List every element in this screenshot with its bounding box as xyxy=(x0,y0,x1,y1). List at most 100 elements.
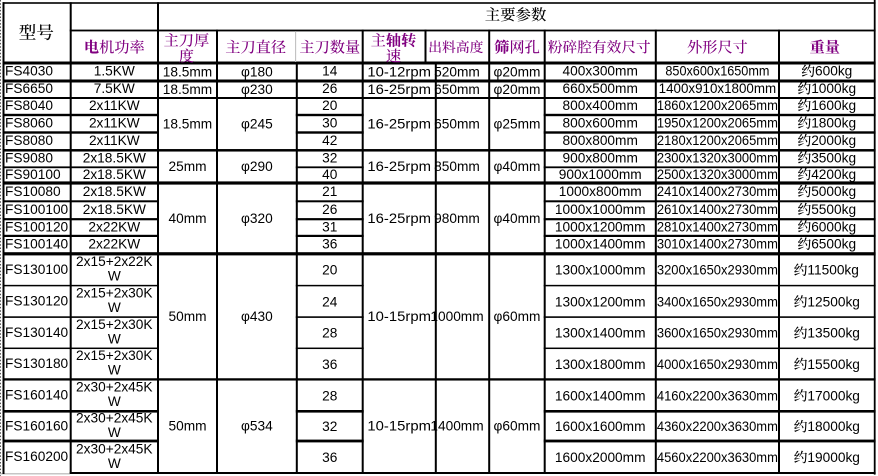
svg-text:3200x1650x2930mm: 3200x1650x2930mm xyxy=(657,263,778,278)
svg-text:2610x1400x2730mm: 2610x1400x2730mm xyxy=(657,202,778,217)
svg-text:FS100120: FS100120 xyxy=(5,219,69,234)
svg-text:10-15rpm: 10-15rpm xyxy=(367,419,431,434)
svg-text:1.5KW: 1.5KW xyxy=(94,64,135,79)
svg-text:3400x1650x2930mm: 3400x1650x2930mm xyxy=(657,294,778,309)
svg-text:2x22KW: 2x22KW xyxy=(88,219,140,234)
svg-text:21: 21 xyxy=(322,184,337,199)
svg-text:6000kg: 6000kg xyxy=(811,219,856,234)
svg-text:1400x910x1800mm: 1400x910x1800mm xyxy=(659,81,777,96)
svg-text:2x22KW: 2x22KW xyxy=(88,237,140,252)
svg-text:2300x1320x3000mm: 2300x1320x3000mm xyxy=(657,151,778,166)
svg-text:1400mm: 1400mm xyxy=(430,419,483,434)
svg-text:φ20mm: φ20mm xyxy=(494,82,541,97)
svg-text:2x11KW: 2x11KW xyxy=(89,116,140,131)
svg-text:2x18.5KW: 2x18.5KW xyxy=(83,151,146,166)
svg-text:FS160140: FS160140 xyxy=(5,388,69,403)
svg-text:φ180: φ180 xyxy=(241,64,273,79)
svg-text:12500kg: 12500kg xyxy=(807,294,860,309)
svg-text:16-25rpm: 16-25rpm xyxy=(367,159,431,174)
svg-text:1000kg: 1000kg xyxy=(811,81,856,96)
svg-text:650mm: 650mm xyxy=(434,117,480,132)
svg-text:4160x2200x3630mm: 4160x2200x3630mm xyxy=(657,388,778,403)
svg-text:18.5mm: 18.5mm xyxy=(163,117,212,132)
svg-text:FS4030: FS4030 xyxy=(5,64,53,79)
svg-text:11500kg: 11500kg xyxy=(807,263,859,278)
svg-text:FS8060: FS8060 xyxy=(5,116,53,131)
svg-text:FS130120: FS130120 xyxy=(5,294,69,309)
svg-text:2x18.5KW: 2x18.5KW xyxy=(83,167,146,182)
svg-text:660x500mm: 660x500mm xyxy=(563,81,638,96)
svg-text:18000kg: 18000kg xyxy=(807,419,860,434)
svg-text:φ230: φ230 xyxy=(241,82,273,97)
svg-text:1600x2000mm: 1600x2000mm xyxy=(555,450,646,465)
svg-text:40mm: 40mm xyxy=(168,211,206,226)
svg-text:2000kg: 2000kg xyxy=(811,133,856,148)
svg-text:36: 36 xyxy=(322,450,338,465)
svg-text:5500kg: 5500kg xyxy=(811,202,856,217)
svg-text:900x800mm: 900x800mm xyxy=(563,151,638,166)
svg-text:16-25rpm: 16-25rpm xyxy=(367,211,431,226)
svg-text:26: 26 xyxy=(322,202,338,217)
svg-text:W: W xyxy=(108,394,121,409)
svg-text:36: 36 xyxy=(322,237,338,252)
svg-text:φ430: φ430 xyxy=(241,309,273,324)
svg-text:4560x2200x3630mm: 4560x2200x3630mm xyxy=(657,450,778,465)
svg-text:FS160160: FS160160 xyxy=(5,418,69,433)
svg-text:800x800mm: 800x800mm xyxy=(563,133,638,148)
svg-text:1600kg: 1600kg xyxy=(811,98,856,113)
svg-text:2x30+2x45K: 2x30+2x45K xyxy=(76,380,152,395)
svg-text:FS10080: FS10080 xyxy=(5,184,61,199)
svg-text:7.5KW: 7.5KW xyxy=(94,81,135,96)
svg-text:31: 31 xyxy=(322,219,337,234)
svg-text:42: 42 xyxy=(322,133,337,148)
svg-text:16-25rpm: 16-25rpm xyxy=(367,82,431,97)
svg-text:36: 36 xyxy=(322,357,338,372)
svg-text:W: W xyxy=(108,332,121,347)
svg-text:19000kg: 19000kg xyxy=(807,450,860,465)
svg-text:30: 30 xyxy=(322,116,338,131)
svg-text:1000x1200mm: 1000x1200mm xyxy=(555,219,646,234)
svg-text:φ60mm: φ60mm xyxy=(494,309,541,324)
svg-text:28: 28 xyxy=(322,326,338,341)
svg-text:1000x1000mm: 1000x1000mm xyxy=(555,202,646,217)
svg-text:1300x1400mm: 1300x1400mm xyxy=(555,326,646,341)
svg-text:φ534: φ534 xyxy=(241,419,273,434)
svg-text:FS9080: FS9080 xyxy=(5,151,53,166)
svg-text:2x18.5KW: 2x18.5KW xyxy=(83,202,146,217)
svg-text:1950x1200x2065mm: 1950x1200x2065mm xyxy=(657,116,778,131)
svg-text:800x400mm: 800x400mm xyxy=(563,98,638,113)
svg-text:2810x1400x2730mm: 2810x1400x2730mm xyxy=(657,219,778,234)
svg-text:20: 20 xyxy=(322,98,338,113)
svg-text:17000kg: 17000kg xyxy=(807,388,860,403)
svg-text:520mm: 520mm xyxy=(434,64,480,79)
svg-text:600kg: 600kg xyxy=(815,64,852,79)
svg-text:2x30+2x45K: 2x30+2x45K xyxy=(76,441,152,456)
svg-text:2x30+2x45K: 2x30+2x45K xyxy=(76,411,152,426)
svg-text:13500kg: 13500kg xyxy=(807,326,860,341)
svg-text:2x11KW: 2x11KW xyxy=(89,98,140,113)
svg-text:28: 28 xyxy=(322,388,338,403)
svg-text:2180x1200x2065mm: 2180x1200x2065mm xyxy=(657,133,778,148)
svg-text:980mm: 980mm xyxy=(434,211,480,226)
svg-text:2x15+2x30K: 2x15+2x30K xyxy=(76,348,152,363)
svg-text:FS160200: FS160200 xyxy=(5,449,69,464)
svg-text:FS130180: FS130180 xyxy=(5,356,69,371)
svg-text:FS8080: FS8080 xyxy=(5,133,53,148)
svg-text:φ25mm: φ25mm xyxy=(494,117,541,132)
svg-text:10-15rpm: 10-15rpm xyxy=(367,309,431,324)
svg-text:FS130100: FS130100 xyxy=(5,262,69,277)
svg-text:900x1000mm: 900x1000mm xyxy=(559,167,642,182)
svg-text:W: W xyxy=(108,456,121,471)
svg-text:4360x2200x3630mm: 4360x2200x3630mm xyxy=(657,419,778,434)
svg-text:26: 26 xyxy=(322,81,338,96)
svg-text:2x15+2x30K: 2x15+2x30K xyxy=(76,286,152,301)
svg-text:φ320: φ320 xyxy=(241,211,273,226)
svg-text:24: 24 xyxy=(322,294,338,309)
svg-text:φ290: φ290 xyxy=(241,159,273,174)
svg-text:32: 32 xyxy=(322,419,337,434)
svg-text:400x300mm: 400x300mm xyxy=(563,64,638,79)
svg-text:25mm: 25mm xyxy=(168,159,206,174)
svg-text:FS100100: FS100100 xyxy=(5,202,69,217)
svg-text:FS8040: FS8040 xyxy=(5,98,53,113)
svg-text:14: 14 xyxy=(322,64,338,79)
